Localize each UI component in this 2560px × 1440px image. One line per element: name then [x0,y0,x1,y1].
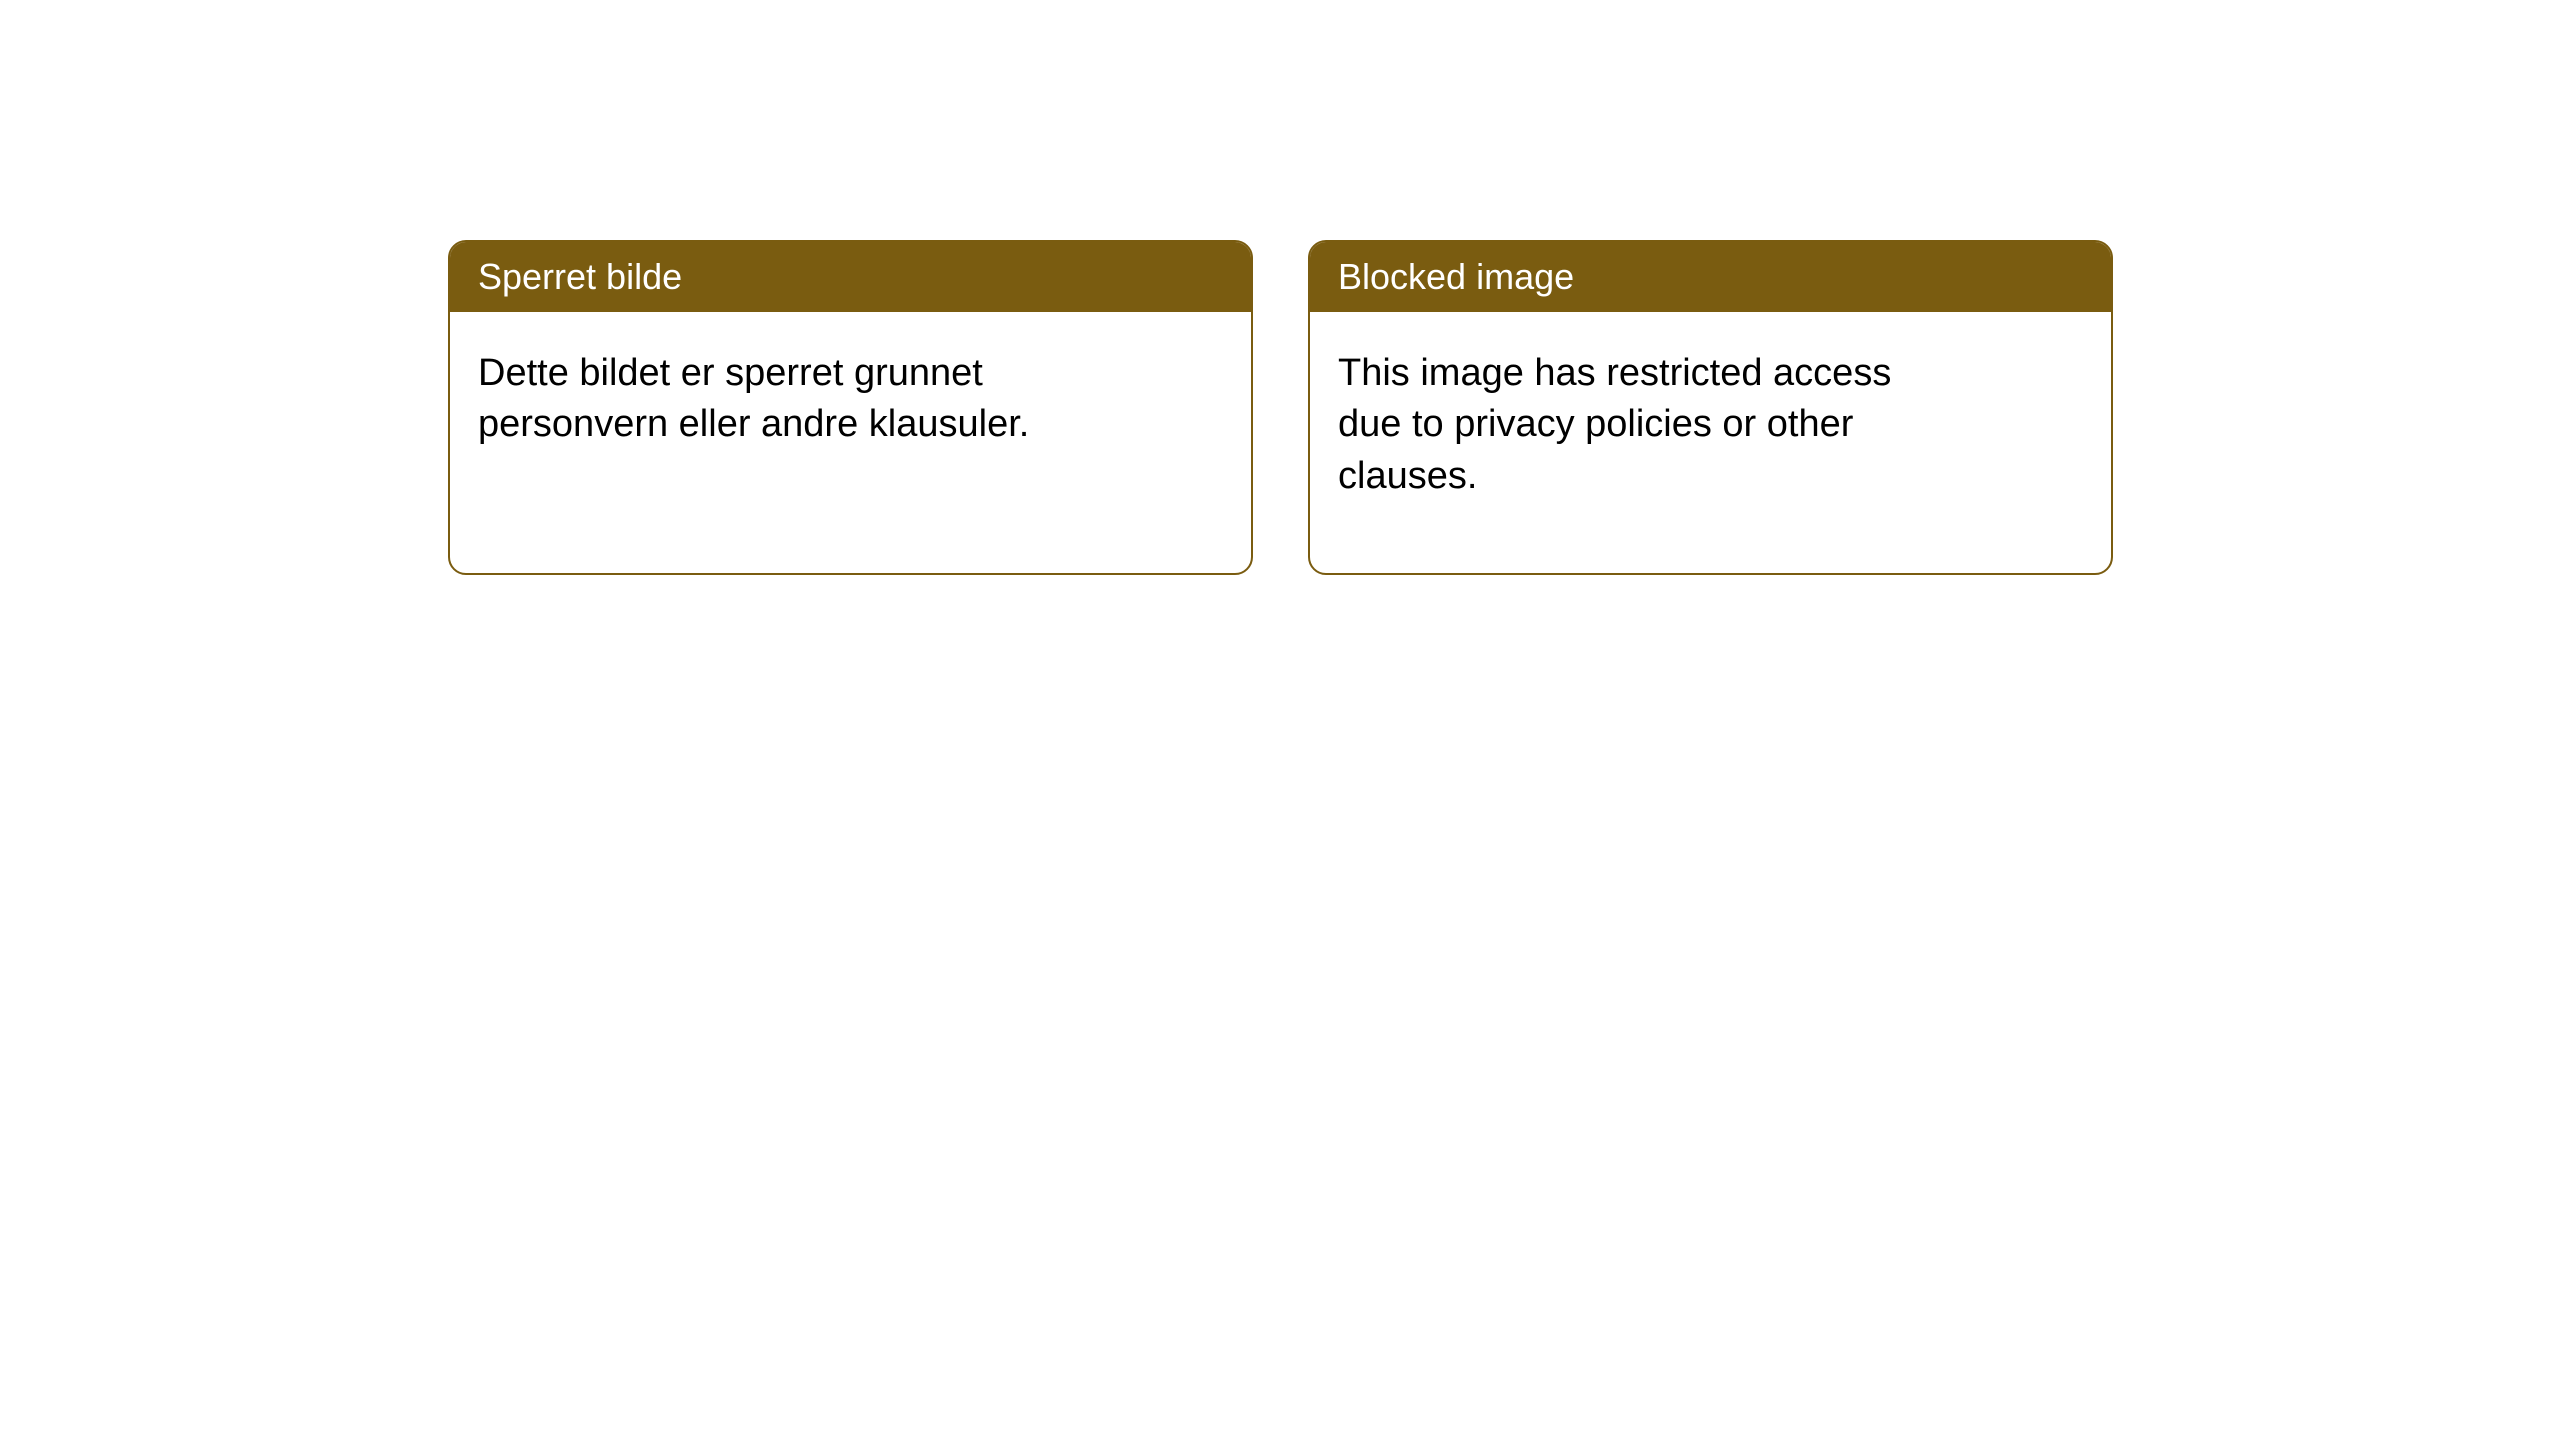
notice-card-english: Blocked image This image has restricted … [1308,240,2113,575]
card-body: Dette bildet er sperret grunnet personve… [450,312,1130,487]
card-header: Blocked image [1310,242,2111,312]
notice-container: Sperret bilde Dette bildet er sperret gr… [0,0,2560,575]
card-title: Sperret bilde [478,256,682,297]
card-body: This image has restricted access due to … [1310,312,1990,538]
card-body-text: This image has restricted access due to … [1338,352,1891,497]
card-body-text: Dette bildet er sperret grunnet personve… [478,352,1029,445]
notice-card-norwegian: Sperret bilde Dette bildet er sperret gr… [448,240,1253,575]
card-title: Blocked image [1338,256,1574,297]
card-header: Sperret bilde [450,242,1251,312]
